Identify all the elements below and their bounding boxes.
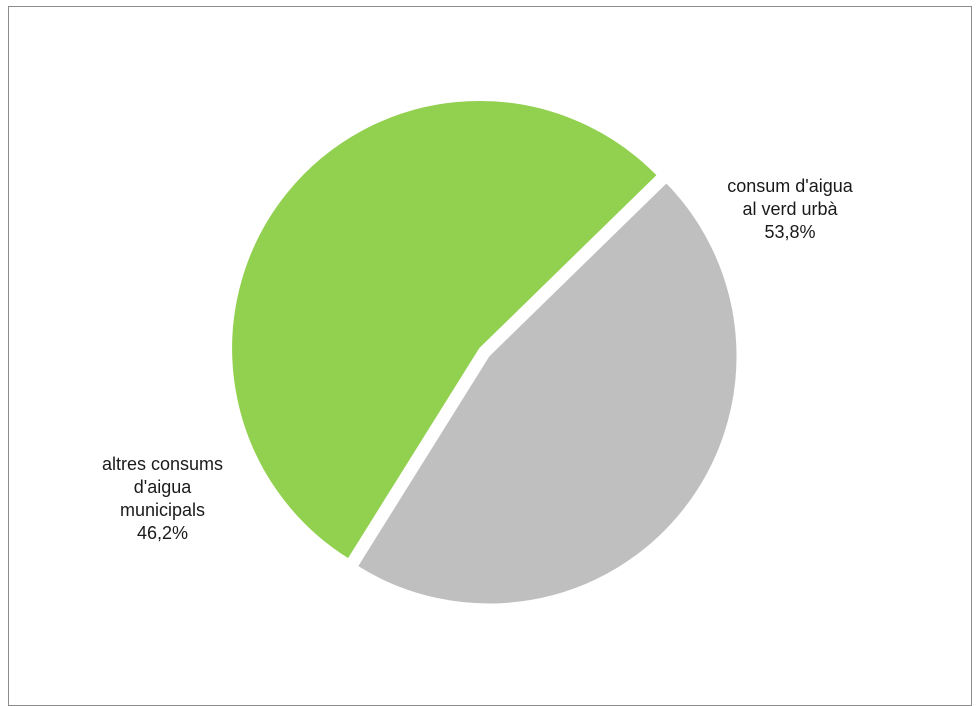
pie-slice-verd-urba bbox=[231, 99, 658, 560]
label-line: d'aigua bbox=[133, 477, 192, 497]
pie-chart bbox=[231, 99, 738, 605]
label-value: 53,8% bbox=[764, 222, 816, 242]
label-line: al verd urbà bbox=[742, 199, 838, 219]
data-label-altres-consums: altres consums d'aigua municipals 46,2% bbox=[60, 453, 265, 545]
data-label-verd-urba: consum d'aigua al verd urbà 53,8% bbox=[700, 175, 880, 244]
label-line: consum d'aigua bbox=[727, 176, 853, 196]
label-value: 46,2% bbox=[136, 523, 189, 543]
label-line: municipals bbox=[119, 500, 206, 520]
pie-slice-altres-consums bbox=[356, 182, 738, 605]
label-line: altres consums bbox=[101, 454, 224, 474]
